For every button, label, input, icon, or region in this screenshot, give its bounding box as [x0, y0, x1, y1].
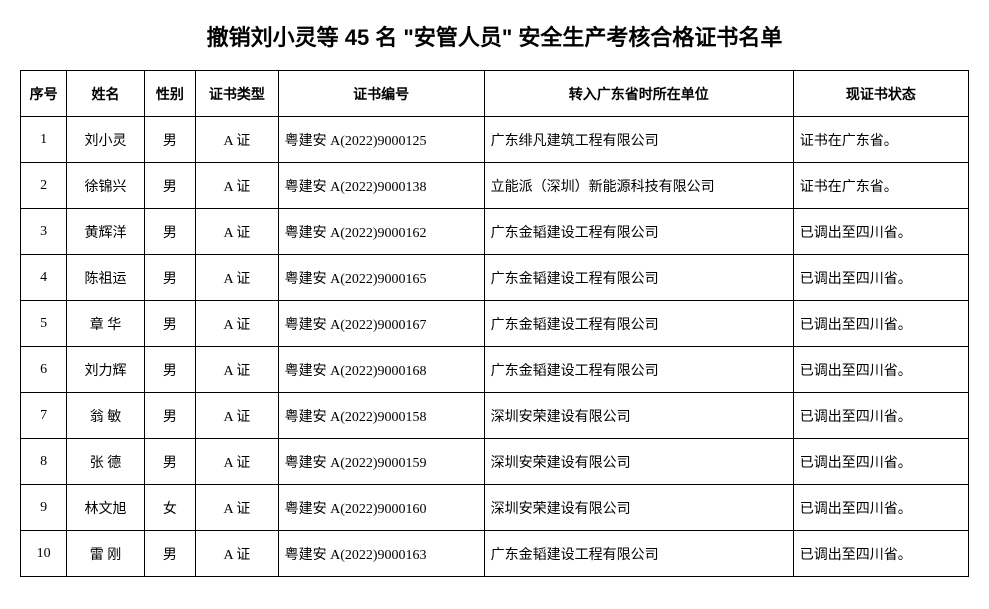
col-type: 证书类型: [196, 71, 278, 117]
cell-name: 章 华: [67, 301, 144, 347]
cell-no: 粤建安 A(2022)9000159: [278, 439, 484, 485]
cell-no: 粤建安 A(2022)9000163: [278, 531, 484, 577]
cell-name: 刘力辉: [67, 347, 144, 393]
cell-unit: 深圳安荣建设有限公司: [484, 439, 793, 485]
cell-type: A 证: [196, 163, 278, 209]
cell-name: 张 德: [67, 439, 144, 485]
cell-status: 证书在广东省。: [793, 117, 968, 163]
cell-type: A 证: [196, 255, 278, 301]
cell-status: 已调出至四川省。: [793, 301, 968, 347]
col-seq: 序号: [21, 71, 67, 117]
cell-status: 已调出至四川省。: [793, 531, 968, 577]
cell-seq: 3: [21, 209, 67, 255]
cell-type: A 证: [196, 439, 278, 485]
table-row: 7翁 敏男A 证粤建安 A(2022)9000158深圳安荣建设有限公司已调出至…: [21, 393, 969, 439]
cell-seq: 5: [21, 301, 67, 347]
cell-type: A 证: [196, 531, 278, 577]
table-row: 2徐锦兴男A 证粤建安 A(2022)9000138立能派（深圳）新能源科技有限…: [21, 163, 969, 209]
cell-status: 已调出至四川省。: [793, 485, 968, 531]
cell-seq: 9: [21, 485, 67, 531]
table-row: 6刘力辉男A 证粤建安 A(2022)9000168广东金韬建设工程有限公司已调…: [21, 347, 969, 393]
table-row: 8张 德男A 证粤建安 A(2022)9000159深圳安荣建设有限公司已调出至…: [21, 439, 969, 485]
cell-seq: 1: [21, 117, 67, 163]
cell-no: 粤建安 A(2022)9000165: [278, 255, 484, 301]
table-row: 3黄辉洋男A 证粤建安 A(2022)9000162广东金韬建设工程有限公司已调…: [21, 209, 969, 255]
cell-status: 证书在广东省。: [793, 163, 968, 209]
table-row: 10雷 刚男A 证粤建安 A(2022)9000163广东金韬建设工程有限公司已…: [21, 531, 969, 577]
cell-sex: 男: [144, 347, 196, 393]
cell-unit: 广东金韬建设工程有限公司: [484, 209, 793, 255]
cell-sex: 男: [144, 439, 196, 485]
cell-unit: 广东金韬建设工程有限公司: [484, 347, 793, 393]
cell-unit: 深圳安荣建设有限公司: [484, 393, 793, 439]
cell-sex: 男: [144, 163, 196, 209]
cell-sex: 男: [144, 531, 196, 577]
cell-status: 已调出至四川省。: [793, 347, 968, 393]
cell-type: A 证: [196, 393, 278, 439]
cell-type: A 证: [196, 301, 278, 347]
cell-sex: 男: [144, 209, 196, 255]
cell-name: 黄辉洋: [67, 209, 144, 255]
cell-unit: 广东金韬建设工程有限公司: [484, 531, 793, 577]
col-status: 现证书状态: [793, 71, 968, 117]
table-row: 1刘小灵男A 证粤建安 A(2022)9000125广东绯凡建筑工程有限公司证书…: [21, 117, 969, 163]
cell-no: 粤建安 A(2022)9000125: [278, 117, 484, 163]
table-row: 9林文旭女A 证粤建安 A(2022)9000160深圳安荣建设有限公司已调出至…: [21, 485, 969, 531]
cell-seq: 4: [21, 255, 67, 301]
cell-type: A 证: [196, 117, 278, 163]
cell-name: 徐锦兴: [67, 163, 144, 209]
cell-seq: 8: [21, 439, 67, 485]
cell-status: 已调出至四川省。: [793, 393, 968, 439]
cell-name: 林文旭: [67, 485, 144, 531]
cell-unit: 广东金韬建设工程有限公司: [484, 301, 793, 347]
cert-table: 序号 姓名 性别 证书类型 证书编号 转入广东省时所在单位 现证书状态 1刘小灵…: [20, 70, 969, 577]
cell-sex: 男: [144, 393, 196, 439]
cell-status: 已调出至四川省。: [793, 439, 968, 485]
cell-seq: 2: [21, 163, 67, 209]
cell-status: 已调出至四川省。: [793, 255, 968, 301]
cell-seq: 7: [21, 393, 67, 439]
cell-type: A 证: [196, 485, 278, 531]
cell-seq: 6: [21, 347, 67, 393]
table-header-row: 序号 姓名 性别 证书类型 证书编号 转入广东省时所在单位 现证书状态: [21, 71, 969, 117]
cell-sex: 男: [144, 301, 196, 347]
cell-status: 已调出至四川省。: [793, 209, 968, 255]
cell-name: 翁 敏: [67, 393, 144, 439]
table-row: 4陈祖运男A 证粤建安 A(2022)9000165广东金韬建设工程有限公司已调…: [21, 255, 969, 301]
cell-unit: 立能派（深圳）新能源科技有限公司: [484, 163, 793, 209]
col-sex: 性别: [144, 71, 196, 117]
col-name: 姓名: [67, 71, 144, 117]
cell-type: A 证: [196, 209, 278, 255]
cell-sex: 女: [144, 485, 196, 531]
cell-no: 粤建安 A(2022)9000162: [278, 209, 484, 255]
cell-unit: 深圳安荣建设有限公司: [484, 485, 793, 531]
cell-no: 粤建安 A(2022)9000168: [278, 347, 484, 393]
cell-unit: 广东金韬建设工程有限公司: [484, 255, 793, 301]
cell-no: 粤建安 A(2022)9000138: [278, 163, 484, 209]
cell-unit: 广东绯凡建筑工程有限公司: [484, 117, 793, 163]
table-row: 5章 华男A 证粤建安 A(2022)9000167广东金韬建设工程有限公司已调…: [21, 301, 969, 347]
col-unit: 转入广东省时所在单位: [484, 71, 793, 117]
cell-type: A 证: [196, 347, 278, 393]
cell-seq: 10: [21, 531, 67, 577]
cell-no: 粤建安 A(2022)9000158: [278, 393, 484, 439]
col-no: 证书编号: [278, 71, 484, 117]
cell-name: 陈祖运: [67, 255, 144, 301]
cell-no: 粤建安 A(2022)9000167: [278, 301, 484, 347]
cell-sex: 男: [144, 117, 196, 163]
cell-no: 粤建安 A(2022)9000160: [278, 485, 484, 531]
cell-sex: 男: [144, 255, 196, 301]
cell-name: 刘小灵: [67, 117, 144, 163]
page-title: 撤销刘小灵等 45 名 "安管人员" 安全生产考核合格证书名单: [20, 20, 969, 52]
cell-name: 雷 刚: [67, 531, 144, 577]
